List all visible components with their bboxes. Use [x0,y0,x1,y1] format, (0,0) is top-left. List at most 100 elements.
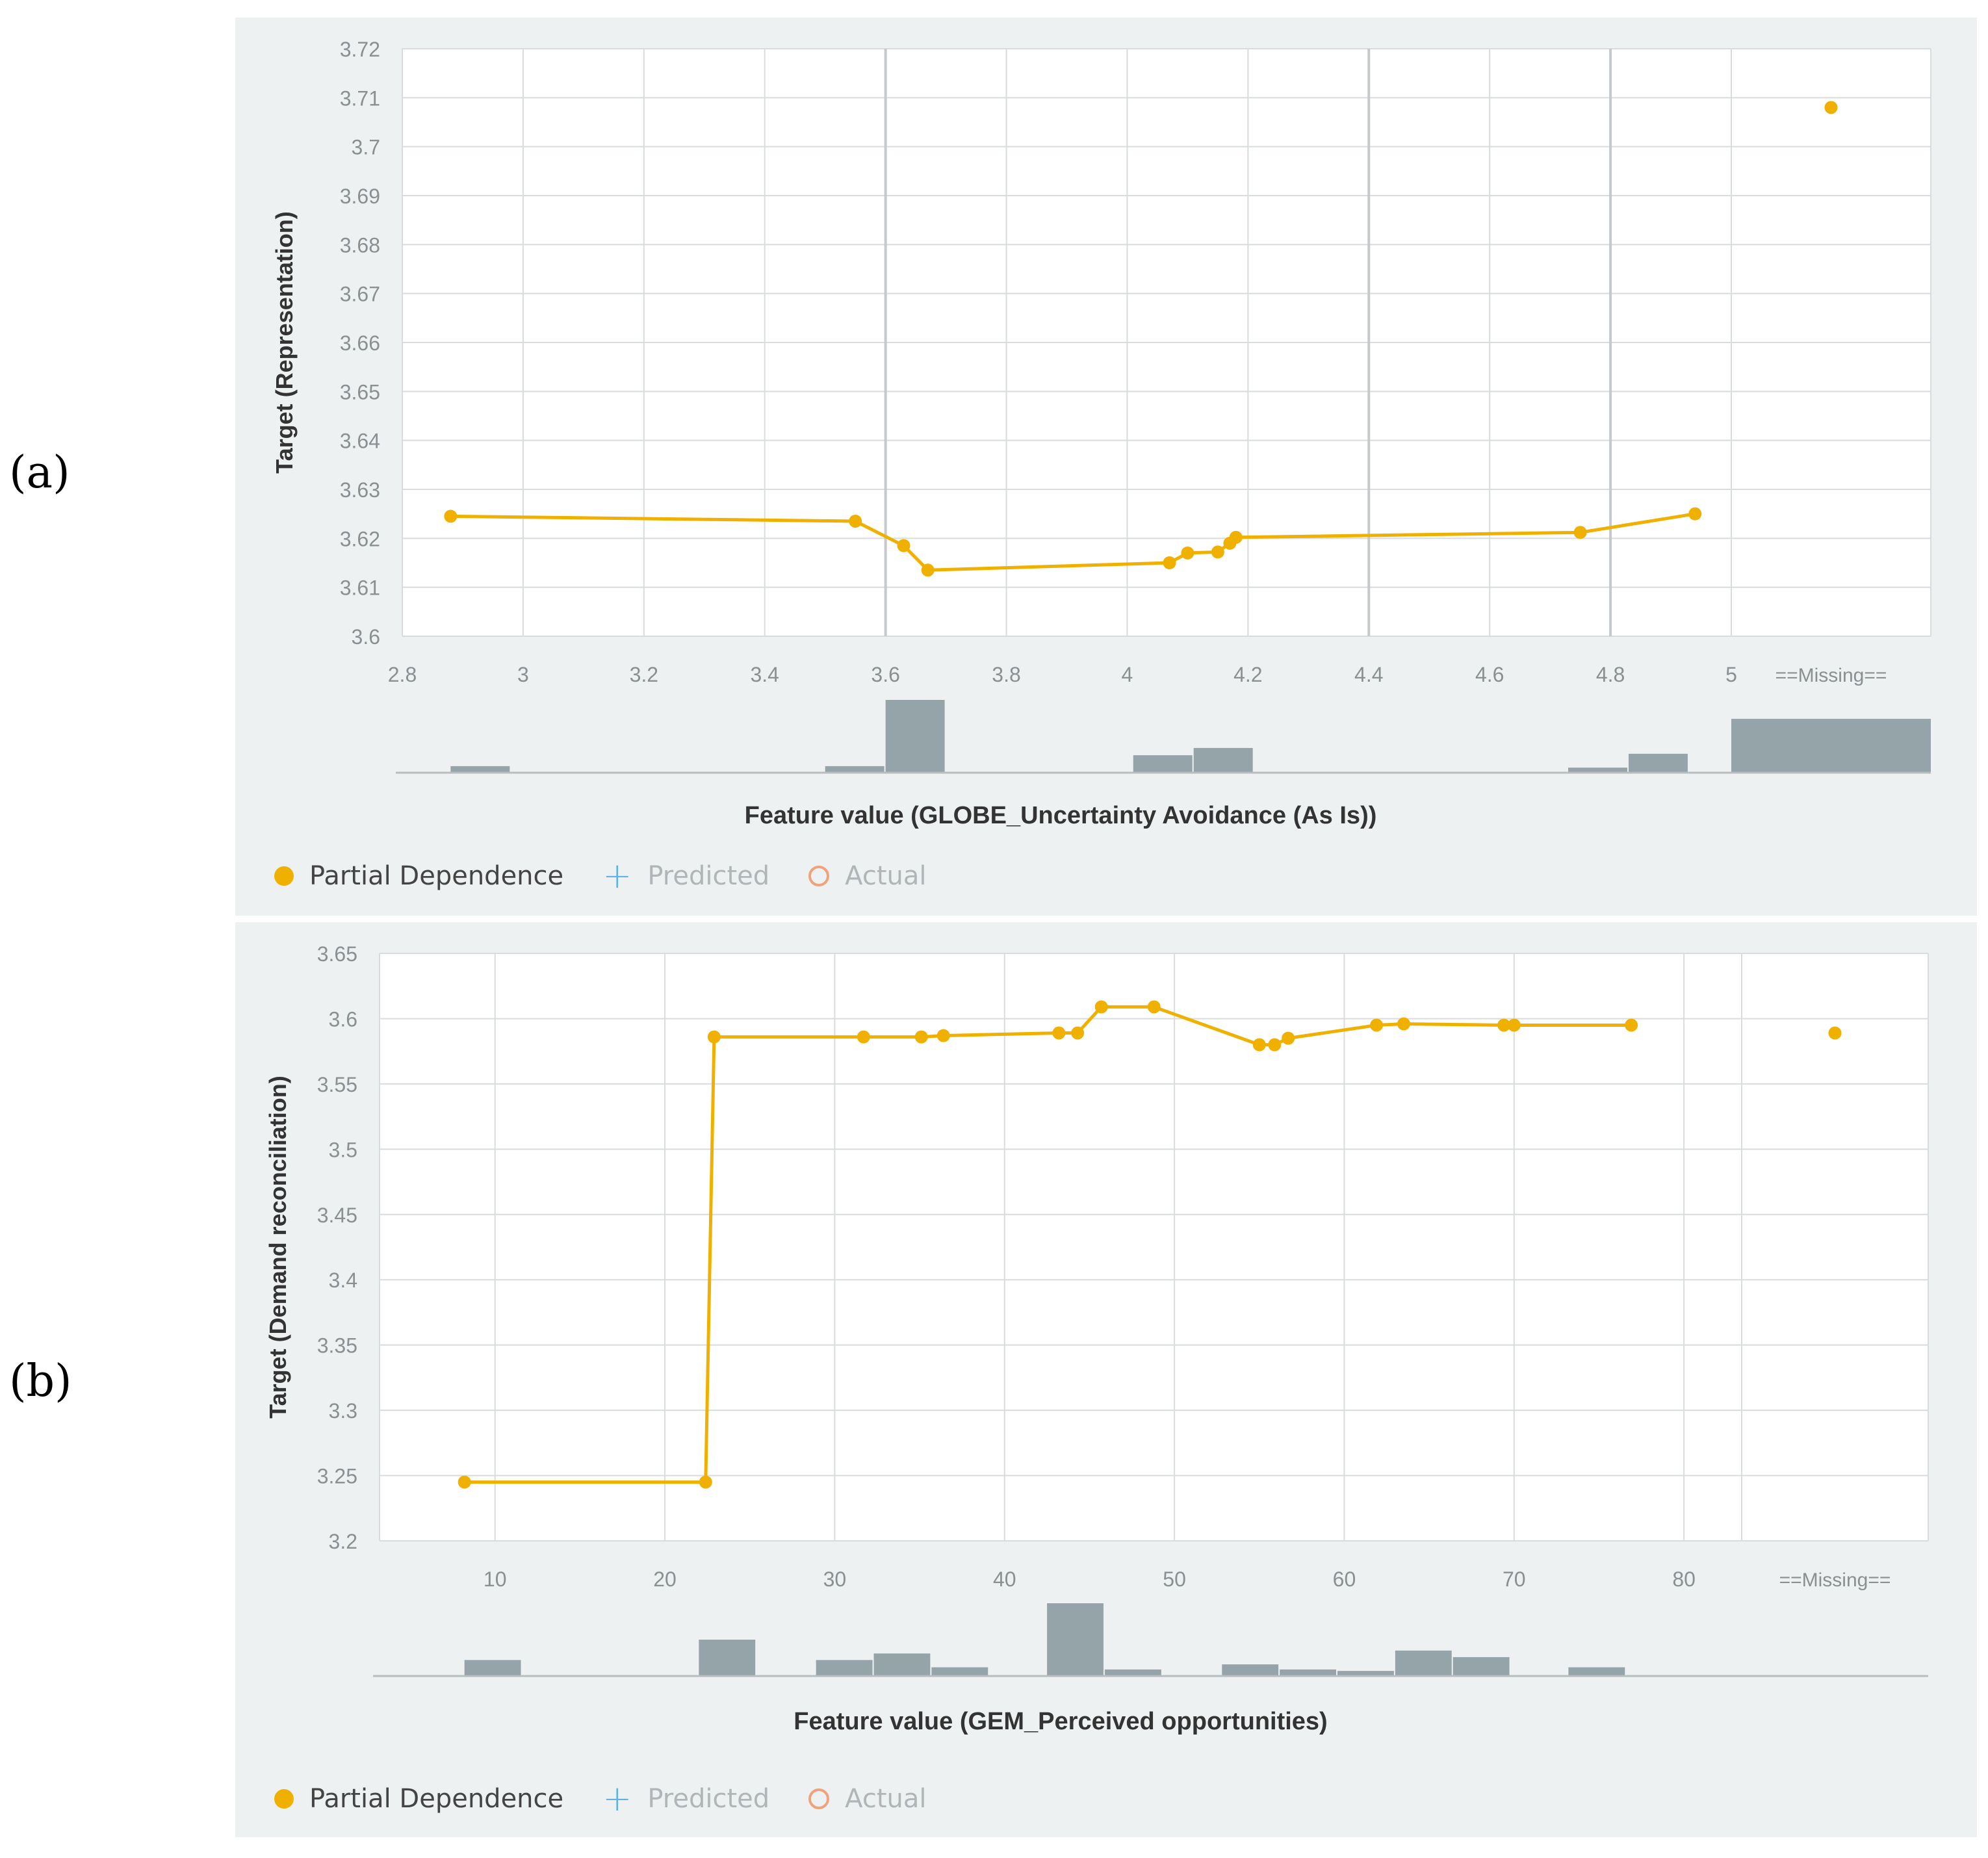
partial-dependence-point [1181,546,1194,560]
partial-dependence-point [444,510,458,523]
partial-dependence-point [921,563,935,577]
plus-icon: + [602,1778,632,1819]
partial-dependence-point [1052,1026,1066,1040]
histogram-bar [816,1660,873,1676]
legend-label-partial: Partial Dependence [309,1784,564,1814]
y-tick-label: 3.67 [340,283,380,306]
legend-label-predicted: Predicted [647,1784,770,1814]
x-tick-label: 3.4 [750,663,779,686]
legend-label-actual: Actual [845,861,927,891]
histogram-bar [885,700,945,773]
y-tick-label: 3.3 [329,1399,357,1423]
legend-item-partial-dependence[interactable]: Partial Dependence [274,861,563,891]
y-axis-label: Target (Demand reconciliation) [265,1076,291,1418]
plot-area [380,953,1928,1541]
x-tick-label: 4.2 [1233,663,1262,686]
legend-item-predicted[interactable]: + Predicted [602,1778,770,1819]
filled-circle-icon [274,866,294,886]
histogram-bar [1222,1664,1279,1676]
y-tick-label: 3.7 [352,136,380,159]
ring-icon [808,866,830,886]
x-tick-label: 4.4 [1354,663,1383,686]
y-tick-label: 3.68 [340,233,380,257]
y-tick-label: 3.69 [340,185,380,208]
histogram-bar [873,1653,931,1676]
histogram-bar [931,1667,988,1676]
y-tick-label: 3.6 [352,625,380,649]
partial-dependence-point [458,1475,471,1489]
y-tick-label: 3.35 [317,1334,357,1358]
y-tick-label: 3.63 [340,478,380,502]
x-tick-label: 30 [823,1568,847,1591]
partial-dependence-point [849,514,862,528]
panel-letter-a: (a) [9,447,70,498]
legend-item-actual[interactable]: Actual [808,861,926,891]
histogram-bar [1395,1650,1452,1676]
histogram-bar [464,1660,521,1676]
y-tick-label: 3.72 [340,38,380,61]
plus-icon: + [602,855,632,896]
partial-dependence-point [857,1030,870,1044]
partial-dependence-point [1147,1000,1161,1014]
x-tick-label: 60 [1333,1568,1356,1591]
y-tick-label: 3.64 [340,430,380,453]
x-tick-label: 10 [484,1568,507,1591]
partial-dependence-point [1211,545,1224,559]
histogram-bar [1133,755,1193,773]
histogram-bar [450,766,510,773]
partial-dependence-point [699,1475,712,1489]
partial-dependence-point [1497,1018,1511,1032]
x-axis-label: Feature value (GLOBE_Uncertainty Avoidan… [745,802,1377,829]
pdp-chart-a: 3.63.613.623.633.643.653.663.673.683.693… [271,38,1931,829]
partial-dependence-point [936,1029,950,1042]
legend-item-partial-dependence[interactable]: Partial Dependence [274,1784,563,1814]
missing-value-point [1828,1026,1842,1040]
x-tick-label: 3 [517,663,529,686]
pdp-chart-b: 3.2 3.25 3.3 3.35 3.4 3.45 3.5 3.55 3.6 3.65 10 20 3… [265,942,1929,1735]
partial-dependence-point [1163,556,1176,569]
y-tick-label: 3.71 [340,86,380,110]
partial-dependence-point [1268,1038,1282,1052]
x-tick-label: 50 [1163,1568,1186,1591]
y-tick-label: 3.4 [329,1269,357,1292]
y-tick-label: 3.2 [329,1530,357,1553]
histogram-bar [699,1640,756,1676]
partial-dependence-point [1573,526,1587,539]
partial-dependence-point [1507,1018,1521,1032]
y-tick-label: 3.5 [329,1138,357,1161]
partial-dependence-point [1229,530,1243,544]
partial-dependence-point [1688,507,1702,521]
chart-card-b: 3.2 3.25 3.3 3.35 3.4 3.45 3.5 3.55 3.6 3.65 10 20 3… [235,922,1977,1837]
histogram-bar [1193,747,1253,773]
legend-label-partial: Partial Dependence [309,861,564,891]
x-tick-label: 80 [1672,1568,1696,1591]
y-axis-label: Target (Representation) [271,211,298,473]
x-tick-label: 40 [993,1568,1016,1591]
x-tick-label: 3.6 [871,663,899,686]
y-tick-label: 3.25 [317,1465,357,1488]
panel-letter-b: (b) [9,1356,72,1407]
x-tick-label: 20 [653,1568,677,1591]
y-tick-label: 3.62 [340,527,380,550]
legend-label-predicted: Predicted [647,861,770,891]
x-tick-label: 4 [1122,663,1133,686]
legend-item-actual[interactable]: Actual [808,1784,926,1814]
histogram-bar [1104,1669,1161,1676]
missing-value-point [1824,101,1838,114]
x-tick-label: 3.8 [992,663,1020,686]
legend-a: Partial Dependence + Predicted Actual [274,855,926,896]
y-tick-label: 3.45 [317,1204,357,1227]
partial-dependence-point [707,1030,721,1044]
y-tick-label: 3.66 [340,331,380,355]
partial-dependence-point [1071,1026,1085,1040]
chart-card-a: 3.6 3.61 3.62 3.63 3.64 3.65 3.66 3.67 3.68 3.69 3… [235,18,1977,916]
partial-dependence-point [1282,1031,1295,1045]
missing-tick-label: ==Missing== [1779,1569,1891,1591]
partial-dependence-point [1370,1018,1384,1032]
histogram-bar [1337,1671,1394,1676]
histogram-bar [1628,753,1688,773]
filled-circle-icon [274,1789,294,1809]
legend-item-predicted[interactable]: + Predicted [602,855,770,896]
legend-label-actual: Actual [845,1784,927,1814]
x-tick-label: 4.8 [1596,663,1625,686]
